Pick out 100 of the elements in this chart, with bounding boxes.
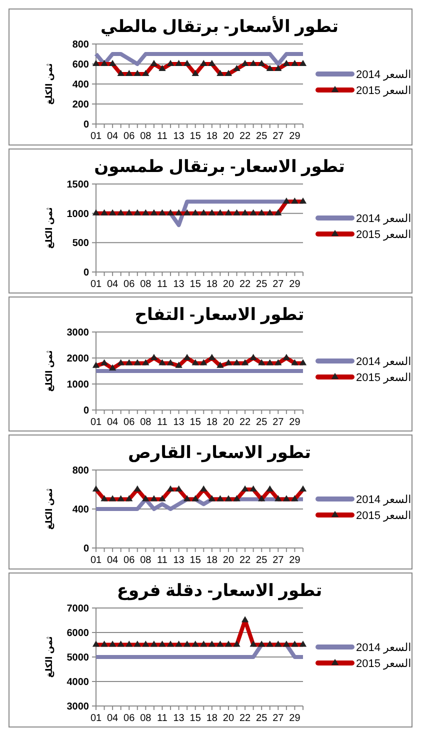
y-tick-label: 600	[72, 60, 90, 70]
chart-title: تطور الاسعار- التفاح	[134, 305, 304, 325]
x-tick-label: 01	[90, 555, 102, 566]
x-tick-label: 13	[173, 417, 185, 428]
y-tick-label: 0	[83, 406, 90, 416]
x-tick-label: 18	[206, 279, 218, 290]
x-tick-label: 25	[256, 417, 268, 428]
x-tick-label: 25	[256, 713, 268, 724]
x-tick-label: 15	[190, 131, 202, 142]
x-tick-label: 27	[272, 417, 284, 428]
x-tick-label: 13	[173, 713, 185, 724]
y-tick-label: 0	[83, 544, 90, 554]
y-tick-label: 800	[72, 40, 90, 50]
x-tick-label: 01	[90, 417, 102, 428]
chart-title: تطور الاسعار- القارص	[128, 443, 311, 463]
legend-label: السعر 2015	[356, 228, 412, 241]
x-tick-label: 22	[239, 713, 252, 724]
x-tick-label: 20	[222, 555, 234, 566]
x-tick-label: 01	[90, 713, 102, 724]
y-axis-title: ثمن الكلغ	[44, 63, 55, 105]
y-tick-label: 400	[72, 504, 90, 516]
y-tick-label: 1000	[66, 208, 90, 220]
y-axis-title: ثمن الكلغ	[44, 207, 55, 249]
y-tick-label: 1000	[66, 380, 90, 390]
x-tick-label: 25	[256, 131, 268, 142]
x-tick-label: 11	[157, 713, 168, 724]
x-tick-label: 18	[206, 417, 218, 428]
x-tick-label: 04	[106, 131, 119, 142]
x-tick-label: 18	[206, 555, 218, 566]
x-tick-label: 29	[289, 131, 301, 142]
legend-label: السعر 2015	[356, 372, 412, 384]
x-tick-label: 29	[289, 279, 301, 290]
y-tick-label: 0	[83, 268, 90, 278]
y-tick-label: 1500	[66, 180, 90, 190]
x-tick-label: 06	[124, 279, 136, 290]
y-tick-label: 4000	[66, 677, 90, 688]
x-tick-label: 01	[90, 279, 102, 290]
y-tick-label: 2000	[66, 354, 90, 364]
x-tick-label: 08	[140, 131, 152, 142]
legend-label: السعر 2014	[356, 356, 412, 368]
x-tick-label: 25	[256, 555, 268, 566]
chart-title: تطور الأسعار- برتقال مالطي	[100, 15, 338, 37]
x-tick-label: 18	[206, 713, 218, 724]
x-tick-label: 11	[157, 417, 168, 428]
x-tick-label: 06	[124, 713, 136, 724]
x-tick-label: 13	[173, 279, 185, 290]
y-axis-title: ثمن الكلغ	[44, 350, 55, 392]
x-tick-label: 13	[173, 131, 185, 142]
x-tick-label: 15	[190, 417, 202, 428]
x-tick-label: 08	[140, 713, 152, 724]
x-tick-label: 13	[173, 555, 185, 566]
y-tick-label: 800	[72, 466, 90, 476]
legend-label: السعر 2014	[356, 494, 412, 506]
x-tick-label: 27	[272, 713, 284, 724]
x-tick-label: 11	[157, 279, 168, 290]
y-axis-title: ثمن الكلغ	[44, 636, 55, 678]
y-tick-label: 7000	[66, 604, 90, 614]
x-tick-label: 27	[272, 131, 284, 142]
legend-label: السعر 2015	[356, 84, 412, 97]
x-tick-label: 22	[239, 417, 252, 428]
chart-title: تطور الاسعار- برتقال طمسون	[94, 157, 345, 177]
x-tick-label: 11	[157, 555, 168, 566]
x-tick-label: 20	[222, 713, 234, 724]
y-tick-label: 3000	[66, 702, 90, 712]
legend-label: السعر 2014	[356, 212, 412, 225]
x-tick-label: 25	[256, 279, 268, 290]
x-tick-label: 04	[106, 713, 119, 724]
x-tick-label: 04	[106, 555, 119, 566]
x-tick-label: 15	[190, 279, 202, 290]
x-tick-label: 15	[190, 555, 202, 566]
legend-label: السعر 2015	[356, 658, 412, 670]
y-tick-label: 400	[72, 80, 90, 90]
y-tick-label: 3000	[66, 328, 90, 338]
x-tick-label: 08	[140, 417, 152, 428]
y-tick-label: 6000	[66, 628, 90, 639]
legend-label: السعر 2015	[356, 510, 412, 522]
x-tick-label: 06	[124, 555, 136, 566]
x-tick-label: 27	[272, 555, 284, 566]
x-tick-label: 01	[90, 131, 102, 142]
x-tick-label: 20	[222, 417, 234, 428]
x-tick-label: 06	[124, 417, 136, 428]
legend-label: السعر 2014	[356, 68, 412, 81]
x-tick-label: 15	[190, 713, 202, 724]
y-tick-label: 200	[72, 100, 90, 110]
x-tick-label: 04	[106, 417, 119, 428]
x-tick-label: 22	[239, 555, 252, 566]
x-tick-label: 18	[206, 131, 218, 142]
x-tick-label: 29	[289, 417, 301, 428]
y-tick-label: 500	[72, 238, 90, 250]
x-tick-label: 11	[157, 131, 168, 142]
x-tick-label: 22	[239, 279, 252, 290]
x-tick-label: 22	[239, 131, 252, 142]
x-tick-label: 20	[222, 131, 234, 142]
x-tick-label: 08	[140, 279, 152, 290]
x-tick-label: 08	[140, 555, 152, 566]
y-tick-label: 0	[83, 120, 90, 130]
x-tick-label: 29	[289, 713, 301, 724]
x-tick-label: 29	[289, 555, 301, 566]
x-tick-label: 27	[272, 279, 284, 290]
y-axis-title: ثمن الكلغ	[44, 488, 55, 530]
